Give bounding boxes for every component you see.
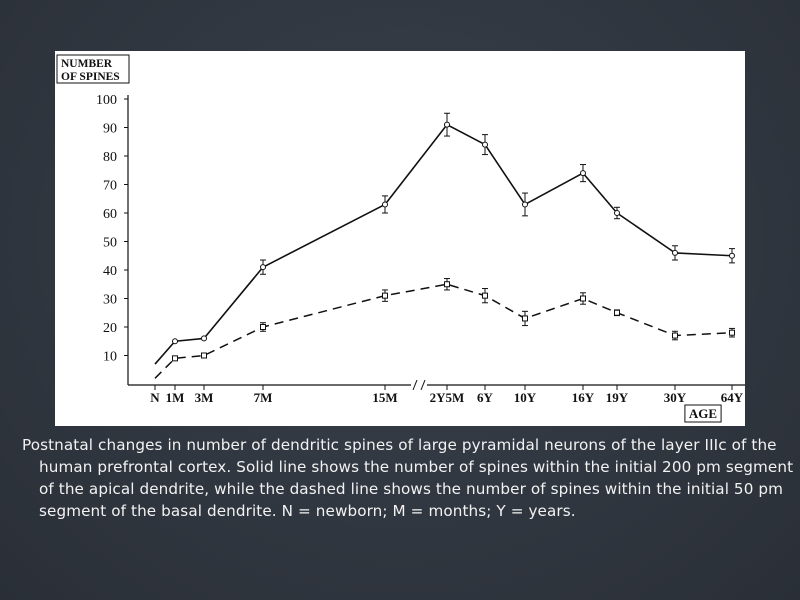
line-chart: NUMBER OF SPINES 10 20 30 40 50 60 70 80 90 100 N… [56, 54, 745, 423]
data-series [154, 112, 735, 379]
y-tick-label: 70 [103, 179, 117, 194]
y-axis-ticks: 10 20 30 40 50 60 70 80 90 100 [96, 93, 128, 365]
chart-figure: NUMBER OF SPINES 10 20 30 40 50 60 70 80 90 100 N… [55, 51, 745, 426]
data-point-circle [522, 201, 528, 208]
x-tick-label: 2Y5M [430, 390, 465, 405]
data-point-circle [260, 264, 266, 271]
x-axis-title: AGE [689, 406, 717, 421]
x-axis-title-frame [684, 404, 722, 423]
data-point-circle [729, 252, 735, 259]
data-point-circle [382, 201, 388, 208]
data-point-square [614, 309, 620, 316]
x-axis-title-box: AGE [684, 404, 722, 423]
x-tick-label: 3M [195, 390, 214, 405]
y-axis-title-line-2: OF SPINES [61, 71, 120, 83]
data-point-square [260, 324, 266, 330]
x-tick-label: 30Y [664, 390, 687, 405]
series-line [154, 283, 733, 379]
x-tick-label: 19Y [606, 390, 629, 405]
x-tick-label: 16Y [572, 390, 595, 405]
data-point-square [580, 295, 586, 302]
series-solid [154, 112, 735, 365]
y-tick-label: 80 [103, 150, 117, 165]
x-tick-label: 15M [372, 390, 397, 405]
data-point-circle [444, 121, 450, 128]
y-tick-label: 30 [103, 293, 117, 308]
y-tick-label: 60 [103, 207, 117, 222]
data-point-square [382, 292, 388, 299]
x-tick-label: 6Y [477, 390, 494, 405]
data-point-circle [201, 335, 207, 342]
data-point-circle [580, 170, 586, 177]
data-point-square [522, 315, 528, 322]
data-point-square [482, 292, 488, 299]
data-point-square [729, 329, 735, 336]
x-tick-label: 64Y [721, 390, 744, 405]
series-line [154, 123, 733, 365]
y-axis-title-line-1: NUMBER [61, 58, 113, 70]
x-axis-break-mark [420, 379, 426, 391]
y-tick-label: 10 [103, 350, 117, 365]
y-tick-label: 40 [103, 264, 117, 279]
data-point-circle [172, 338, 178, 345]
x-tick-label: 7M [254, 390, 273, 405]
x-axis-ticks: N 1M 3M 7M 15M 2Y5M 6Y 10Y 16Y 19Y 30Y 64Y [150, 385, 744, 405]
x-axis-break-mark [412, 379, 418, 391]
y-axis-title-box: NUMBER OF SPINES [56, 54, 130, 84]
x-tick-label: 1M [166, 390, 185, 405]
data-point-square [672, 332, 678, 339]
data-point-square [172, 355, 178, 362]
data-point-square [444, 281, 450, 288]
x-tick-label: N [150, 390, 160, 405]
data-point-circle [482, 141, 488, 148]
figure-caption: Postnatal changes in number of dendritic… [22, 436, 794, 520]
data-point-circle [672, 249, 678, 256]
series-dashed [154, 278, 735, 379]
y-tick-label: 50 [103, 236, 117, 251]
y-tick-label: 20 [103, 321, 117, 336]
y-tick-label: 100 [96, 93, 117, 108]
data-point-square [201, 352, 207, 359]
x-tick-label: 10Y [514, 390, 537, 405]
y-tick-label: 90 [103, 122, 117, 137]
data-point-circle [614, 210, 620, 216]
